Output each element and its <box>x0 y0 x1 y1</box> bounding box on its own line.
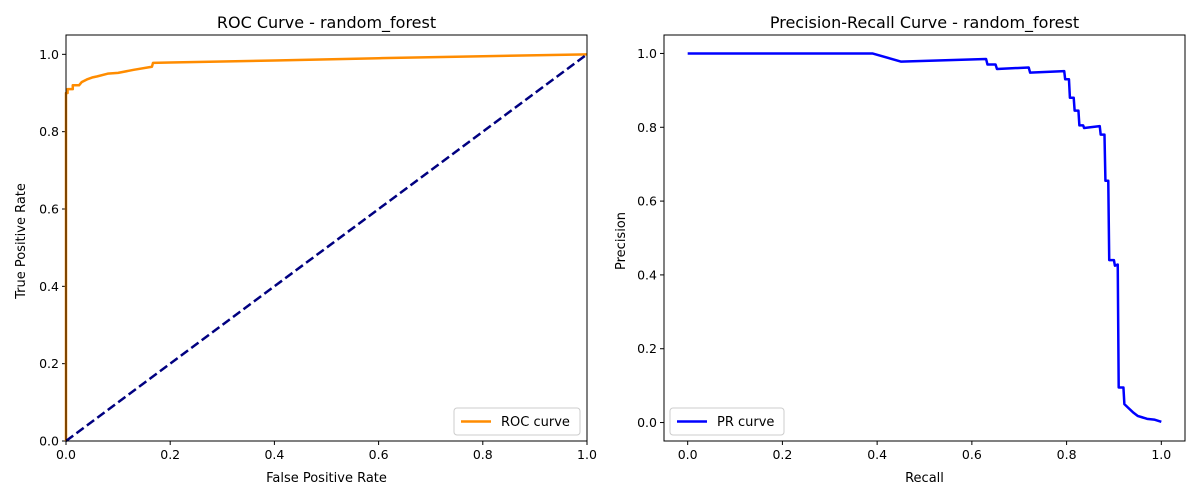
pr-chart-title: Precision-Recall Curve - random_forest <box>770 13 1079 33</box>
roc-x-tick-label: 1.0 <box>577 447 597 462</box>
pr-series-line <box>687 52 1162 424</box>
roc-y-tick-label: 0.4 <box>39 279 59 294</box>
roc-y-tick-label: 1.0 <box>39 47 59 62</box>
roc-chart: ROC Curve - random_forest False Positive… <box>14 13 597 486</box>
pr-y-tick-label: 0.8 <box>637 120 657 135</box>
roc-legend-label: ROC curve <box>501 415 570 430</box>
roc-chart-title: ROC Curve - random_forest <box>217 13 436 33</box>
pr-x-tick-label: 0.4 <box>867 447 887 462</box>
pr-y-tick-label: 1.0 <box>637 46 657 61</box>
roc-x-tick-label: 0.2 <box>160 447 180 462</box>
roc-diagonal-reference-line <box>65 53 588 443</box>
pr-y-tick-label: 0.6 <box>637 194 657 209</box>
roc-y-tick-label: 0.2 <box>39 356 59 371</box>
pr-y-tick-label: 0.4 <box>637 267 657 282</box>
roc-y-tick-label: 0.8 <box>39 124 59 139</box>
roc-y-tick-label: 0.6 <box>39 202 59 217</box>
roc-y-tick-label: 0.0 <box>39 434 59 449</box>
roc-x-tick-label: 0.6 <box>369 447 389 462</box>
pr-plot-frame <box>663 34 1186 442</box>
pr-x-tick-label: 0.2 <box>772 447 792 462</box>
pr-y-axis-label: Precision <box>614 212 629 270</box>
pr-legend-box <box>669 407 785 436</box>
pr-legend-label: PR curve <box>717 415 774 430</box>
roc-legend: ROC curve <box>453 407 581 436</box>
roc-x-tick-label: 0.0 <box>56 447 76 462</box>
roc-x-axis-label: False Positive Rate <box>266 471 387 486</box>
pr-x-tick-label: 0.8 <box>1057 447 1077 462</box>
roc-legend-box <box>453 407 581 436</box>
roc-plot-frame <box>65 34 588 442</box>
pr-y-tick-label: 0.0 <box>637 415 657 430</box>
pr-x-tick-label: 0.6 <box>962 447 982 462</box>
roc-x-tick-label: 0.8 <box>473 447 493 462</box>
pr-y-tick-label: 0.2 <box>637 341 657 356</box>
pr-x-tick-label: 0.0 <box>678 447 698 462</box>
pr-x-tick-label: 1.0 <box>1151 447 1171 462</box>
roc-y-axis-label: True Positive Rate <box>14 183 29 300</box>
roc-series-line <box>64 53 588 441</box>
roc-x-tick-label: 0.4 <box>264 447 284 462</box>
pr-chart: Precision-Recall Curve - random_forest R… <box>614 13 1186 486</box>
pr-x-axis-label: Recall <box>905 471 944 486</box>
pr-legend: PR curve <box>669 407 785 436</box>
